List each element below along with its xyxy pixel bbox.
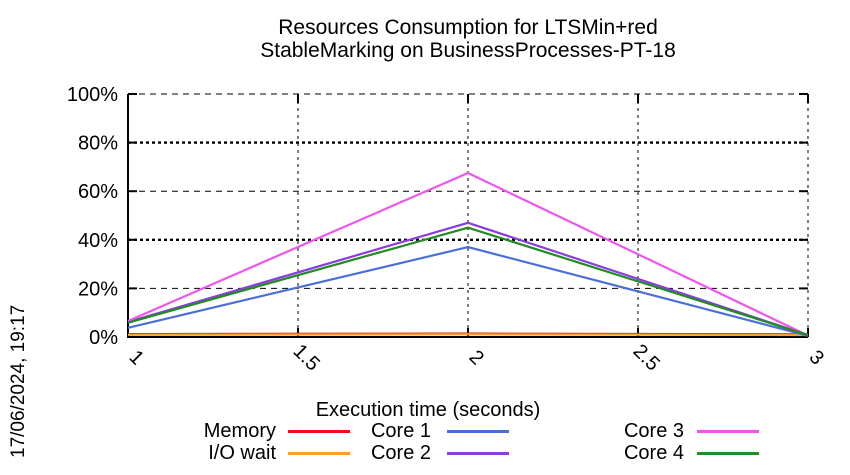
y-tick-label: 60% — [78, 181, 118, 203]
y-tick-label: 0% — [89, 327, 118, 349]
x-axis-label: Execution time (seconds) — [315, 399, 541, 421]
x-tick-label: 2 — [465, 346, 488, 369]
series-line-core-1 — [127, 245, 809, 337]
chart-title: Resources Consumption for LTSMin+red — [278, 16, 658, 39]
series-line-core-3 — [127, 171, 809, 337]
chart-subtitle: StableMarking on BusinessProcesses-PT-18 — [260, 39, 676, 62]
chart-title-block: Resources Consumption for LTSMin+red Sta… — [128, 16, 808, 62]
series-line-i-o-wait — [127, 333, 809, 337]
y-tick-label: 40% — [78, 230, 118, 252]
y-tick-label: 100% — [67, 84, 118, 106]
x-tick-label: 1 — [125, 346, 148, 369]
x-tick-label: 1.5 — [289, 340, 324, 375]
x-tick-label: 3 — [805, 346, 828, 369]
series-line-core-2 — [127, 221, 809, 337]
series-line-core-4 — [127, 226, 809, 337]
y-tick-label: 20% — [78, 278, 118, 300]
y-tick-label: 80% — [78, 133, 118, 155]
x-tick-label: 2.5 — [629, 340, 664, 375]
